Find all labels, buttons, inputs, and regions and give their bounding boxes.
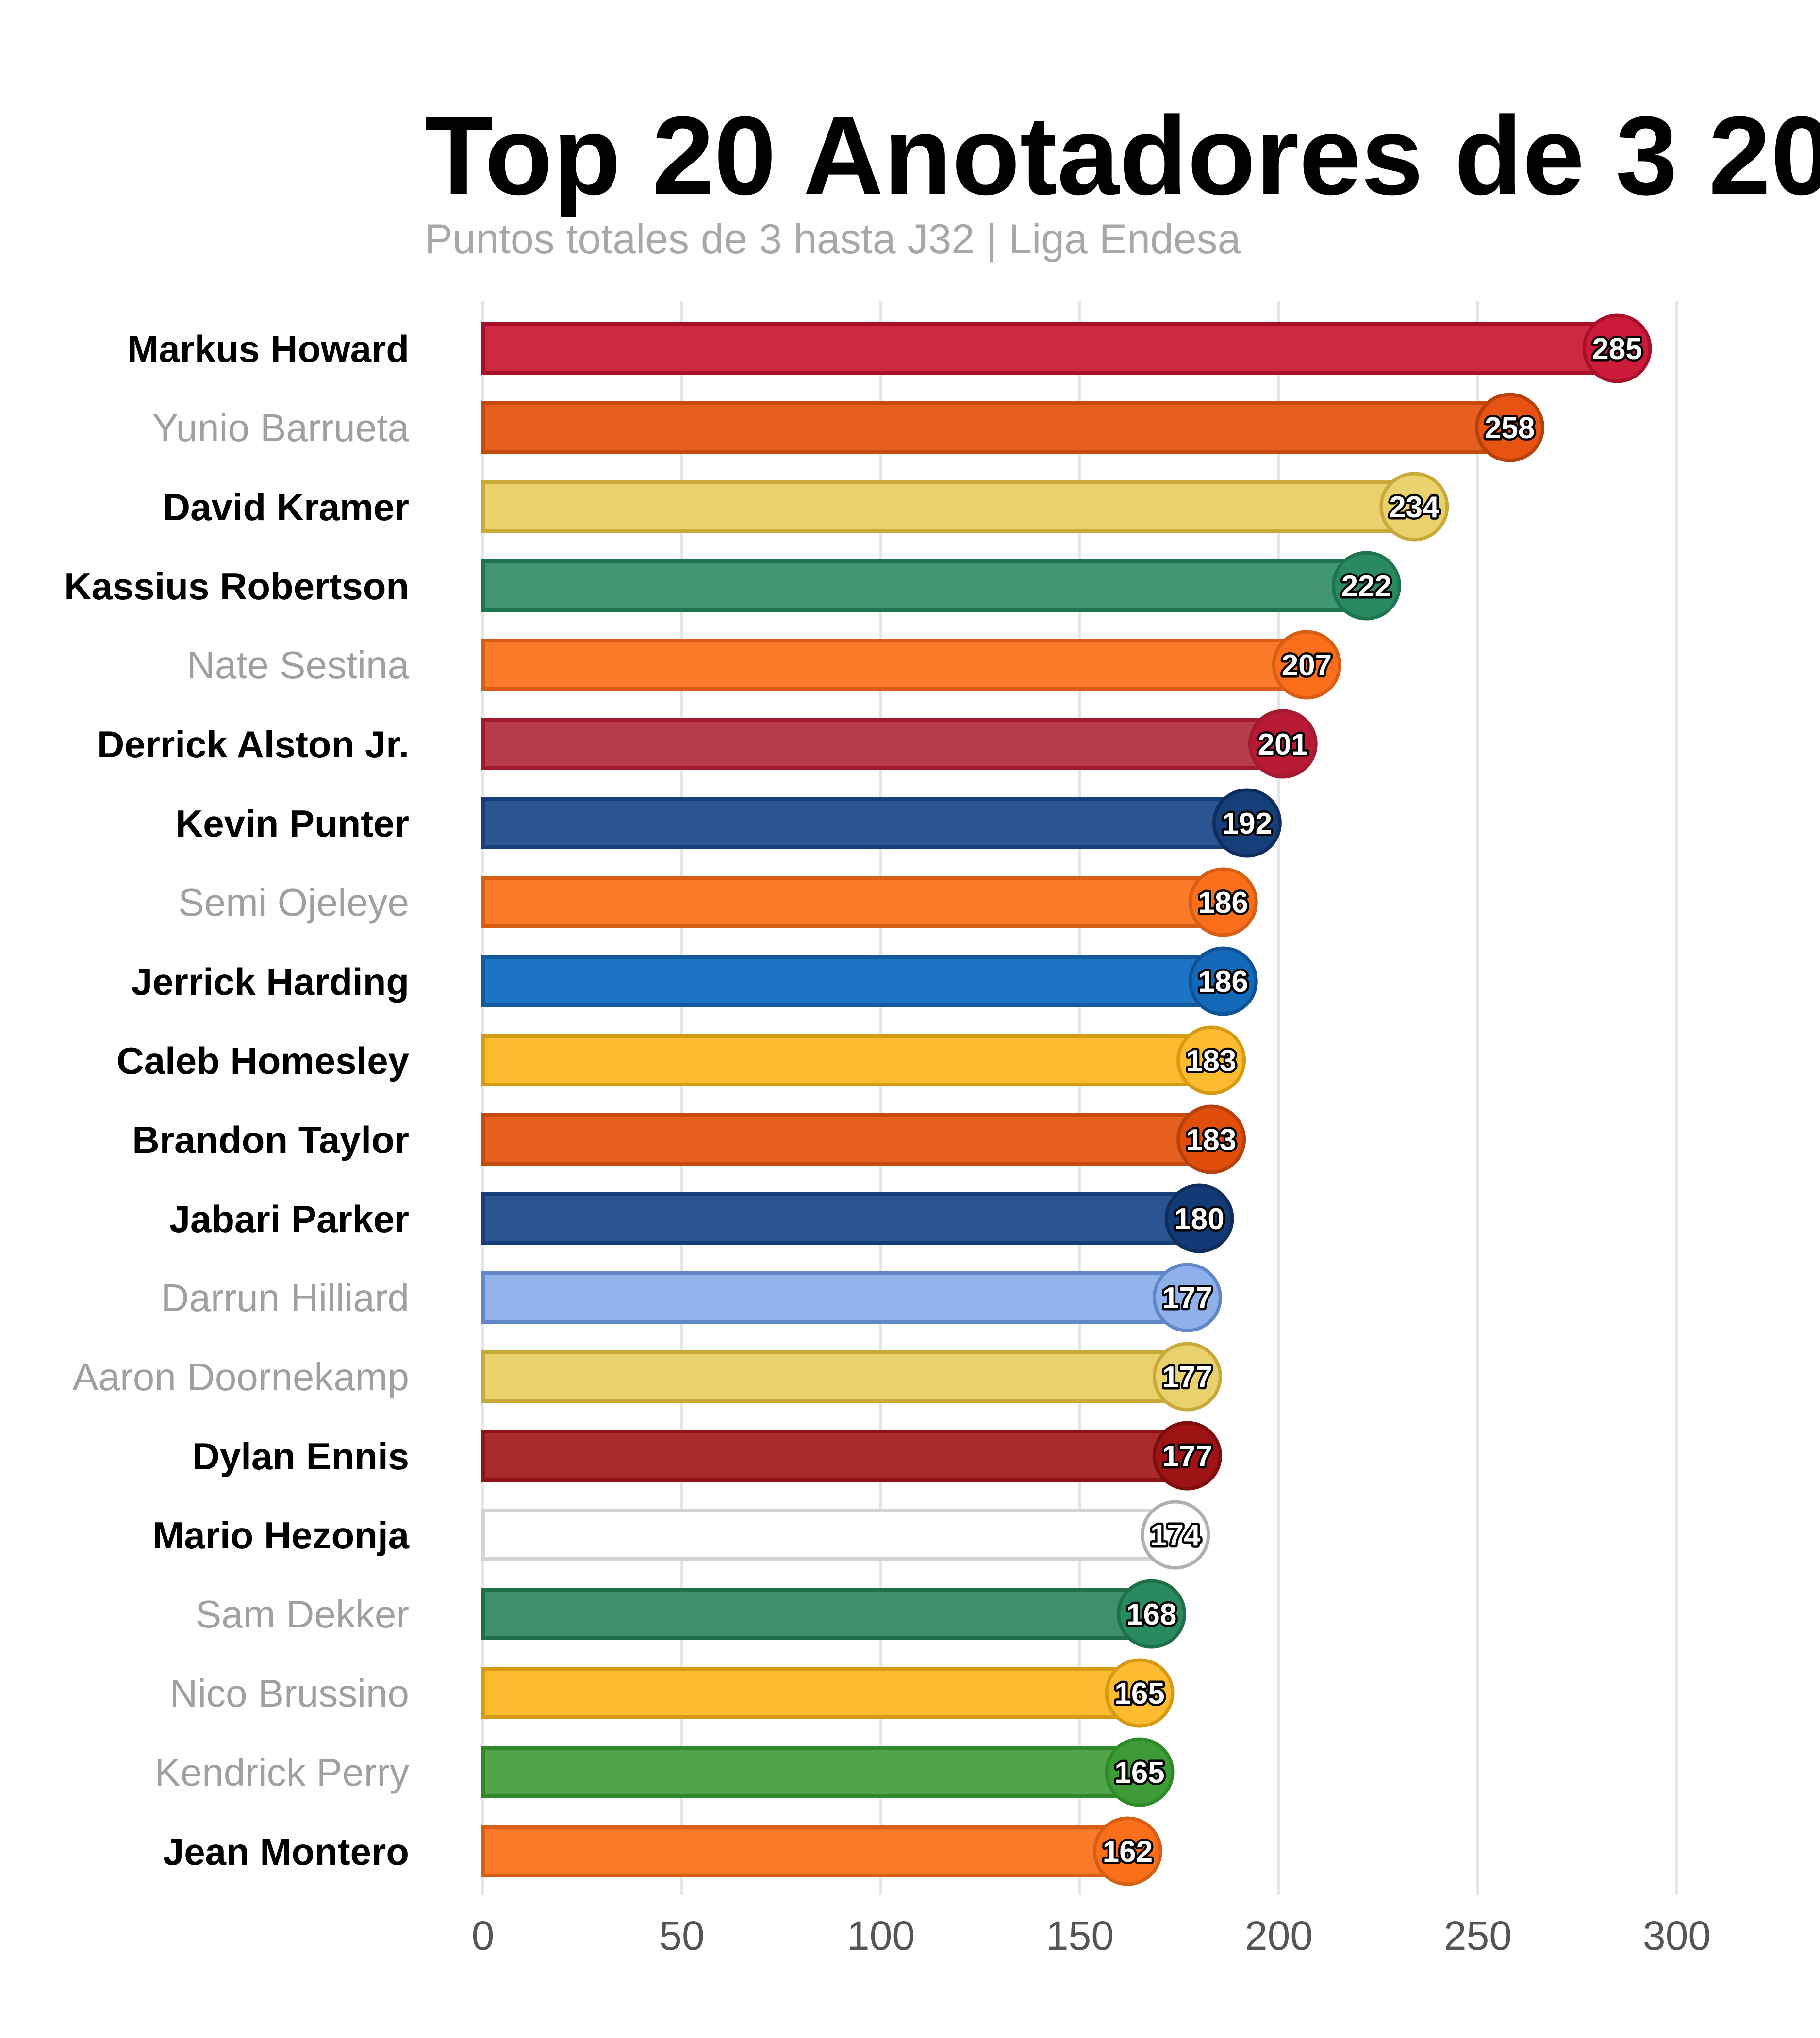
data-label: 192 [1222, 807, 1272, 840]
value-marker [1105, 1658, 1175, 1728]
x-tick-label: 200 [1245, 1913, 1313, 1958]
data-label: 234 [1389, 491, 1439, 524]
bar [481, 1192, 1201, 1245]
bars: 285 258 234 222 207 201 192 186 186 183 183 180 177 1… [481, 313, 1652, 1886]
bar [481, 876, 1225, 928]
bar [481, 1588, 1154, 1640]
bar [481, 1034, 1213, 1086]
bar [481, 1113, 1213, 1166]
data-label: 201 [1257, 728, 1307, 761]
data-label: 165 [1114, 1756, 1164, 1790]
category-label: Derrick Alston Jr. [97, 723, 409, 766]
category-label: Dylan Ennis [193, 1435, 409, 1478]
data-label: 207 [1282, 649, 1332, 682]
value-marker [1152, 1263, 1222, 1332]
data-label: 177 [1162, 1440, 1212, 1473]
value-marker [1105, 1737, 1175, 1807]
value-marker [1164, 1183, 1234, 1253]
value-marker [1092, 1816, 1162, 1886]
value-marker [1141, 1500, 1210, 1570]
bar [481, 639, 1309, 691]
value-marker [1176, 1104, 1246, 1174]
data-label: 186 [1198, 886, 1248, 920]
data-label: 186 [1198, 965, 1248, 999]
category-label: Kevin Punter [176, 802, 409, 845]
category-label: Kassius Robertson [64, 565, 409, 608]
data-label: 222 [1341, 570, 1391, 603]
category-label: Kendrick Perry [154, 1751, 409, 1794]
category-label: Brandon Taylor [132, 1118, 409, 1161]
value-marker [1272, 630, 1341, 700]
value-marker [1117, 1579, 1187, 1649]
category-label: Nico Brussino [169, 1672, 409, 1715]
data-label: 258 [1485, 411, 1535, 445]
data-label: 183 [1186, 1044, 1236, 1078]
category-label: Darrun Hilliard [161, 1276, 409, 1319]
category-label: Nate Sestina [187, 643, 410, 687]
value-marker [1379, 472, 1449, 542]
value-marker [1188, 946, 1258, 1016]
category-label: Sam Dekker [196, 1593, 409, 1636]
value-marker [1331, 551, 1401, 621]
category-label: Yunio Barrueta [152, 406, 410, 449]
category-label: Jerrick Harding [132, 960, 409, 1003]
category-label: Semi Ojeleye [178, 881, 409, 924]
value-marker [1188, 867, 1258, 937]
value-marker [1582, 313, 1652, 383]
value-marker [1212, 788, 1282, 858]
x-tick-label: 150 [1046, 1913, 1114, 1958]
bar [481, 1350, 1190, 1403]
category-label: Jean Montero [163, 1830, 409, 1873]
data-label: 165 [1114, 1677, 1164, 1710]
data-label: 174 [1150, 1519, 1201, 1552]
data-label: 285 [1592, 332, 1642, 366]
category-label: Caleb Homesley [116, 1039, 409, 1082]
bar [481, 401, 1512, 454]
data-label: 180 [1174, 1202, 1224, 1236]
bar [481, 322, 1619, 375]
category-labels: Markus Howard Yunio Barrueta David Kramer K… [64, 328, 409, 1873]
x-tick-label: 250 [1444, 1913, 1512, 1958]
data-label: 168 [1126, 1598, 1176, 1631]
category-label: David Kramer [163, 486, 409, 528]
value-marker [1248, 709, 1318, 779]
bar [481, 797, 1249, 849]
value-marker [1475, 393, 1545, 462]
x-tick-label: 300 [1643, 1913, 1711, 1958]
bar [481, 1825, 1130, 1877]
bar [481, 559, 1369, 612]
category-label: Aaron Doornekamp [72, 1355, 409, 1398]
bar [481, 1271, 1190, 1324]
bar [481, 1509, 1177, 1561]
category-label: Markus Howard [127, 328, 409, 370]
bar [481, 1667, 1142, 1719]
data-label: 177 [1162, 1282, 1212, 1315]
category-label: Mario Hezonja [152, 1514, 409, 1557]
chart-subtitle: Puntos totales de 3 hasta J32 | Liga End… [425, 216, 1241, 263]
x-axis-ticks: 0 50 100 150 200 250 300 [472, 1913, 1711, 1958]
bar [481, 718, 1285, 770]
x-tick-label: 0 [472, 1913, 495, 1958]
chart-title: Top 20 Anotadores de 3 2025 [425, 93, 1820, 218]
data-label: 177 [1162, 1361, 1212, 1394]
bar [481, 480, 1416, 533]
value-marker [1152, 1342, 1222, 1412]
value-marker [1152, 1421, 1222, 1491]
bar [481, 1430, 1190, 1482]
bar [481, 955, 1225, 1007]
data-label: 183 [1186, 1123, 1236, 1157]
bar [481, 1746, 1142, 1798]
value-marker [1176, 1025, 1246, 1095]
x-tick-label: 100 [847, 1913, 915, 1958]
category-label: Jabari Parker [169, 1198, 409, 1240]
x-tick-label: 50 [659, 1913, 704, 1958]
data-label: 162 [1103, 1835, 1153, 1869]
